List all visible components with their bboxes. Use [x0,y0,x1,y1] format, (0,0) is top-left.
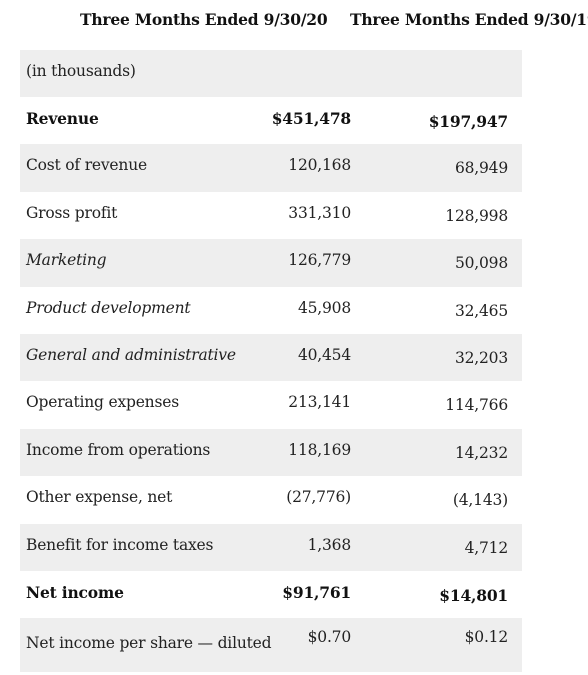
column-header-2020: Three Months Ended 9/30/20 [80,10,328,29]
table-row-gross-profit: Gross profit 331,310 128,998 [20,192,522,239]
table-row-income-taxes: Benefit for income taxes 1,368 4,712 [20,523,522,571]
value-2019: 114,766 [445,396,508,415]
value-2020: 331,310 [288,203,351,222]
value-2020: $0.70 [307,628,352,647]
value-2019: 50,098 [454,254,508,273]
table-row-product-development: Product development 45,908 32,465 [20,287,522,334]
value-2020: $91,761 [282,582,351,602]
table-row-marketing: Marketing 126,779 50,098 [20,239,522,287]
value-2020: 213,141 [288,393,351,412]
row-label: Income from operations [26,440,211,459]
value-2019: $0.12 [464,628,509,647]
row-label: Other expense, net [26,488,173,507]
units-row: (in thousands) [20,50,522,97]
value-2019: 68,949 [454,159,508,178]
table-row-other-expense: Other expense, net (27,776) (4,143) [20,476,522,523]
value-2019: 14,232 [454,443,508,462]
value-2019: 32,203 [454,348,508,367]
value-2019: 128,998 [445,206,508,225]
value-2019: 4,712 [464,538,509,557]
value-2020: $451,478 [271,109,351,128]
value-2020: 1,368 [307,535,352,554]
row-label: Operating expenses [26,393,179,412]
value-2020: (27,776) [286,488,351,507]
value-2019: $197,947 [428,112,508,131]
table-row-operating-expenses: Operating expenses 213,141 114,766 [20,381,522,428]
row-label: Marketing [26,251,107,270]
table-row-general-admin: General and administrative 40,454 32,203 [20,333,522,382]
value-2019: 32,465 [454,301,508,320]
table-row-revenue: Revenue $451,478 $197,947 [20,97,522,144]
row-label: Net income per share — diluted [26,634,272,653]
units-label: (in thousands) [26,62,136,80]
value-2020: 118,169 [288,440,351,459]
row-label: Product development [26,298,191,317]
row-label: General and administrative [26,345,236,364]
income-statement-table: (in thousands) Revenue $451,478 $197,947… [20,50,522,673]
table-header: Three Months Ended 9/30/20 Three Months … [0,0,588,50]
table-row-cost-of-revenue: Cost of revenue 120,168 68,949 [20,144,522,192]
table-row-eps-diluted: Net income per share — diluted $0.70 $0.… [20,618,522,673]
value-2020: 120,168 [288,156,351,175]
value-2019: $14,801 [439,585,508,605]
table-row-income-from-operations: Income from operations 118,169 14,232 [20,428,522,477]
row-label: Revenue [26,109,99,128]
value-2019: (4,143) [452,491,508,510]
row-label: Benefit for income taxes [26,535,214,554]
value-2020: 45,908 [297,298,351,317]
table-row-net-income: Net income $91,761 $14,801 [20,571,522,618]
row-label: Gross profit [26,203,118,222]
value-2020: 40,454 [297,345,351,364]
column-header-2019: Three Months Ended 9/30/19 [350,10,588,29]
value-2020: 126,779 [288,251,351,270]
row-label: Net income [26,582,124,602]
row-label: Cost of revenue [26,156,147,175]
